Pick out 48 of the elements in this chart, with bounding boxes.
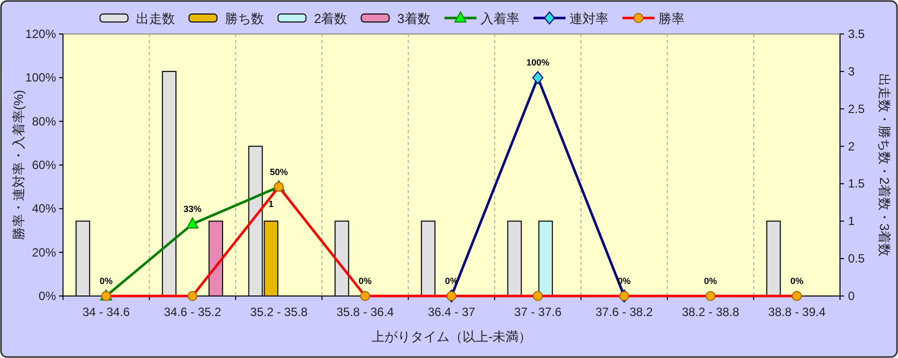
legend-label: 勝ち数	[225, 11, 264, 26]
x-tick-label: 38.2 - 38.8	[682, 305, 740, 319]
x-tick-label: 34.6 - 35.2	[164, 305, 222, 319]
y-tick-label: 60%	[32, 158, 56, 172]
y2-tick-label: 1.5	[848, 176, 866, 191]
legend-label: 出走数	[136, 11, 175, 26]
data-label: 50%	[270, 166, 288, 177]
bar	[766, 220, 781, 296]
x-axis-title: 上がりタイム（以上-未満）	[371, 329, 532, 344]
y-tick-label: 80%	[32, 114, 56, 128]
y-tick-label: 40%	[32, 202, 56, 216]
legend-label: 連対率	[569, 11, 608, 26]
data-label: 1	[268, 199, 274, 210]
x-tick-label: 37.6 - 38.2	[595, 305, 654, 319]
data-label: 0%	[358, 276, 372, 286]
y-tick-label: 0%	[38, 289, 56, 303]
x-tick-label: 37 - 37.6	[514, 305, 562, 319]
data-label: 100%	[526, 58, 550, 68]
x-tick-label: 38.8 - 39.4	[768, 305, 826, 319]
y-axis-title: 勝率・連対率・入着率(%)	[11, 90, 26, 240]
bar	[162, 70, 176, 296]
data-label: 33%	[183, 204, 202, 214]
x-tick-label: 36.4 - 37	[428, 305, 476, 319]
point	[532, 71, 544, 84]
legend-label: 勝率	[658, 11, 684, 26]
y2-tick-label: 3.5	[848, 27, 866, 41]
bar	[420, 220, 436, 296]
legend-label: 入着率	[480, 11, 520, 26]
x-tick-label: 35.2 - 35.8	[250, 305, 308, 319]
y2-tick-label: 3	[848, 64, 855, 78]
data-label: 0%	[790, 276, 804, 286]
data-label: 0%	[100, 276, 113, 286]
y2-tick-label: 2.5	[848, 102, 866, 116]
point	[186, 217, 198, 228]
x-tick-label: 34 - 34.6	[82, 305, 130, 319]
y2-tick-label: 0.5	[848, 252, 866, 266]
y2-tick-label: 1	[848, 214, 855, 228]
y2-tick-label: 2	[848, 139, 855, 154]
y2-axis-title: 出走数・勝ち数・2着数・3着数	[877, 73, 892, 257]
legend-label: 2着数	[314, 11, 348, 26]
y-tick-label: 100%	[25, 70, 56, 85]
y-tick-label: 120%	[25, 27, 56, 41]
y2-tick-label: 0	[848, 289, 855, 303]
data-label: 0%	[704, 276, 718, 286]
legend-label: 3着数	[397, 11, 430, 26]
y-tick-label: 20%	[32, 245, 56, 260]
x-tick-label: 35.8 - 36.4	[336, 305, 394, 319]
bar	[507, 220, 522, 296]
